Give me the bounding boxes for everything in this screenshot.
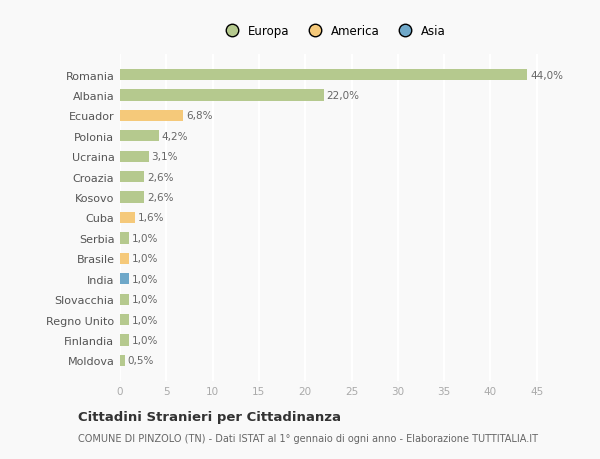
Legend: Europa, America, Asia: Europa, America, Asia	[217, 22, 449, 42]
Text: 44,0%: 44,0%	[530, 71, 563, 80]
Text: 1,0%: 1,0%	[132, 233, 158, 243]
Bar	[120, 111, 183, 122]
Text: 1,0%: 1,0%	[132, 295, 158, 304]
Text: 2,6%: 2,6%	[147, 172, 173, 182]
Text: 1,0%: 1,0%	[132, 254, 158, 264]
Text: COMUNE DI PINZOLO (TN) - Dati ISTAT al 1° gennaio di ogni anno - Elaborazione TU: COMUNE DI PINZOLO (TN) - Dati ISTAT al 1…	[78, 433, 538, 442]
Text: 1,6%: 1,6%	[137, 213, 164, 223]
Bar	[120, 294, 129, 305]
Bar	[120, 192, 144, 203]
Bar	[120, 314, 129, 325]
Text: 6,8%: 6,8%	[186, 111, 212, 121]
Bar	[120, 172, 144, 183]
Bar	[120, 233, 129, 244]
Text: 4,2%: 4,2%	[161, 132, 188, 141]
Bar	[120, 355, 125, 366]
Text: 22,0%: 22,0%	[326, 91, 359, 101]
Bar	[120, 253, 129, 264]
Bar	[120, 213, 135, 224]
Text: 1,0%: 1,0%	[132, 335, 158, 345]
Bar	[120, 335, 129, 346]
Text: 2,6%: 2,6%	[147, 193, 173, 203]
Bar	[120, 131, 159, 142]
Text: Cittadini Stranieri per Cittadinanza: Cittadini Stranieri per Cittadinanza	[78, 410, 341, 423]
Bar	[120, 90, 324, 101]
Bar	[120, 70, 527, 81]
Text: 0,5%: 0,5%	[127, 356, 154, 365]
Bar	[120, 274, 129, 285]
Bar	[120, 151, 149, 162]
Text: 1,0%: 1,0%	[132, 274, 158, 284]
Text: 3,1%: 3,1%	[151, 152, 178, 162]
Text: 1,0%: 1,0%	[132, 315, 158, 325]
